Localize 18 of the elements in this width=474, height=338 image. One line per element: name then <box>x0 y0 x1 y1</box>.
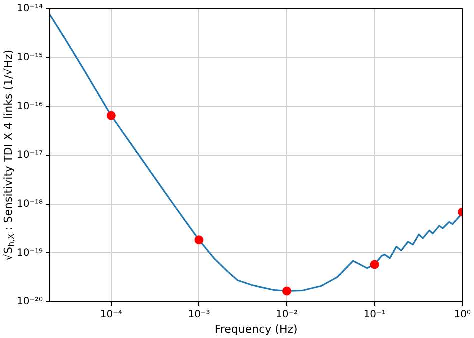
y-tick-label: 10⁻¹⁶ <box>16 101 44 112</box>
x-tick-label: 10⁻⁴ <box>100 310 122 321</box>
y-tick-label: 10⁻¹⁹ <box>16 248 44 259</box>
x-tick-label: 10⁻² <box>276 310 298 321</box>
y-axis-title: √Sh,X : Sensitivity TDI X 4 links (1/√Hz) <box>2 50 16 262</box>
point <box>370 260 380 270</box>
y-tick-label: 10⁻¹⁴ <box>16 4 44 15</box>
x-axis-title: Frequency (Hz) <box>214 322 298 336</box>
y-tick-label: 10⁻¹⁵ <box>16 52 44 64</box>
point <box>282 286 292 296</box>
point <box>194 236 204 245</box>
x-tick-label: 10⁻³ <box>188 310 210 321</box>
x-tick-label: 10⁻¹ <box>364 310 386 321</box>
x-tick-label: 10⁰ <box>454 310 471 321</box>
y-tick-label: 10⁻¹⁷ <box>16 150 44 162</box>
y-tick-label: 10⁻¹⁸ <box>16 198 44 210</box>
y-tick-label: 10⁻²⁰ <box>16 296 44 308</box>
point <box>106 111 116 120</box>
